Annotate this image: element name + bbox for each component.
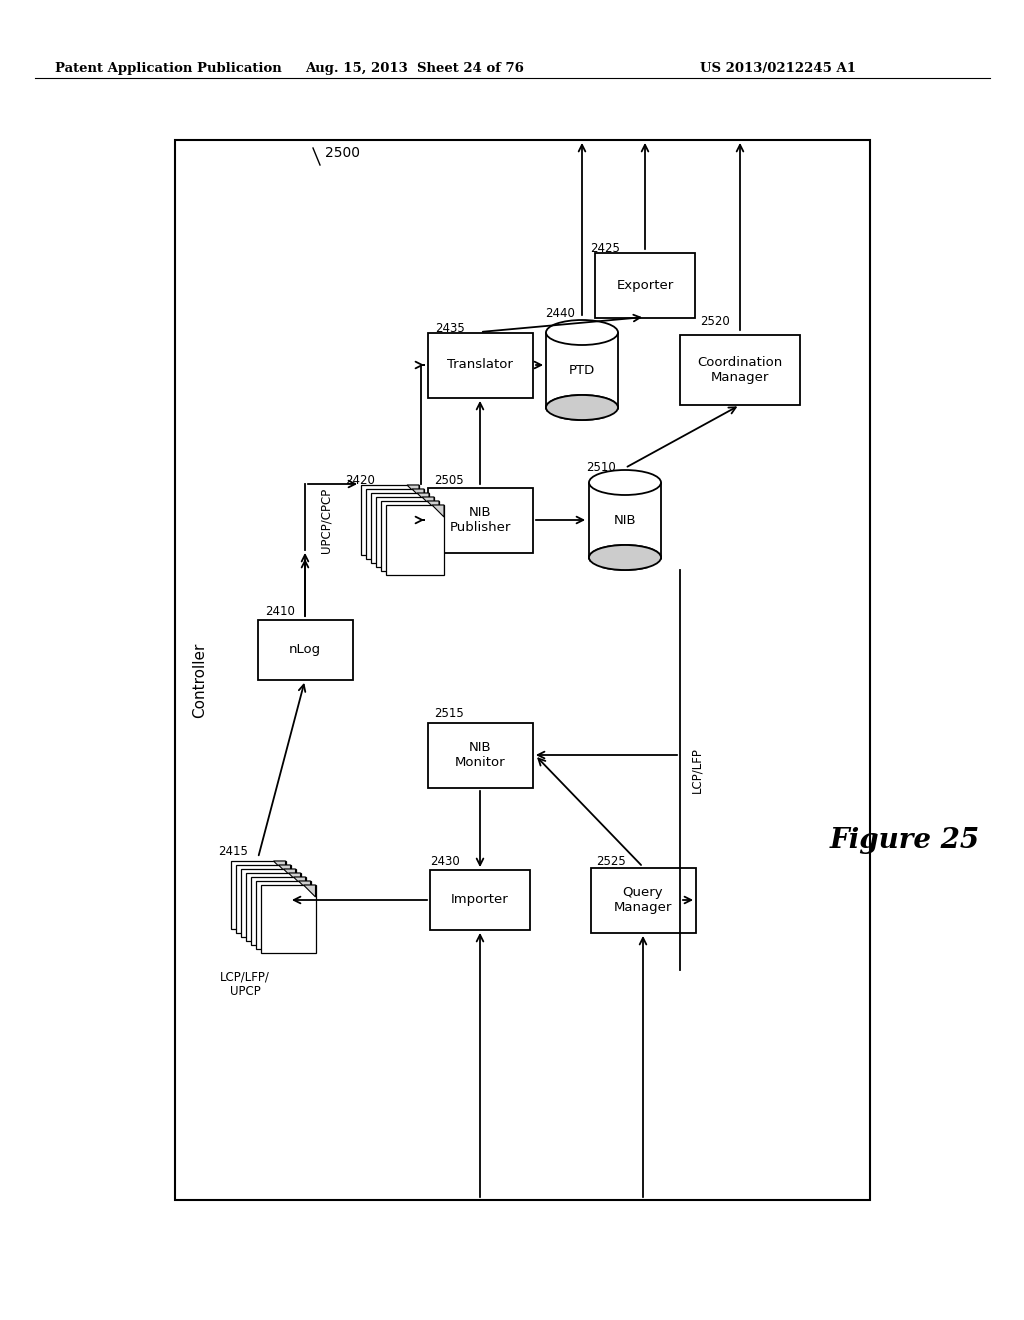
FancyBboxPatch shape: [376, 498, 434, 568]
Text: 2410: 2410: [265, 605, 295, 618]
FancyBboxPatch shape: [386, 506, 444, 576]
Text: 2430: 2430: [430, 855, 460, 869]
FancyBboxPatch shape: [236, 865, 291, 933]
FancyBboxPatch shape: [256, 880, 310, 949]
Ellipse shape: [546, 395, 618, 420]
Text: 2425: 2425: [590, 242, 620, 255]
Text: Controller: Controller: [193, 643, 208, 718]
FancyBboxPatch shape: [260, 884, 315, 953]
Text: PTD: PTD: [569, 363, 595, 376]
Text: Patent Application Publication: Patent Application Publication: [55, 62, 282, 75]
Text: LCP/LFP/
UPCP: LCP/LFP/ UPCP: [220, 970, 270, 998]
Polygon shape: [294, 876, 305, 888]
Text: Translator: Translator: [447, 359, 513, 371]
Text: Coordination
Manager: Coordination Manager: [697, 356, 782, 384]
Text: LCP/LFP: LCP/LFP: [690, 747, 703, 793]
Polygon shape: [427, 502, 439, 513]
Text: 2510: 2510: [586, 461, 615, 474]
FancyBboxPatch shape: [546, 333, 618, 408]
FancyBboxPatch shape: [430, 870, 530, 931]
Text: 2505: 2505: [434, 474, 464, 487]
Ellipse shape: [589, 545, 662, 570]
Polygon shape: [284, 869, 296, 880]
Text: NIB: NIB: [613, 513, 636, 527]
Polygon shape: [417, 492, 429, 506]
Polygon shape: [303, 884, 315, 898]
FancyBboxPatch shape: [257, 620, 352, 680]
Text: NIB
Publisher: NIB Publisher: [450, 506, 511, 535]
Text: Importer: Importer: [452, 894, 509, 907]
Text: 2420: 2420: [345, 474, 375, 487]
Text: Figure 25: Figure 25: [830, 826, 980, 854]
Polygon shape: [289, 873, 300, 884]
FancyBboxPatch shape: [366, 488, 424, 558]
FancyBboxPatch shape: [427, 487, 532, 553]
FancyBboxPatch shape: [251, 876, 305, 945]
FancyBboxPatch shape: [381, 502, 439, 572]
Text: UPCP/CPCP: UPCP/CPCP: [319, 487, 332, 553]
Text: 2500: 2500: [325, 147, 360, 160]
Text: 2435: 2435: [435, 322, 465, 335]
Polygon shape: [279, 865, 291, 876]
Text: Query
Manager: Query Manager: [613, 886, 672, 913]
Ellipse shape: [546, 319, 618, 345]
FancyBboxPatch shape: [595, 252, 695, 318]
FancyBboxPatch shape: [547, 405, 617, 417]
FancyBboxPatch shape: [175, 140, 870, 1200]
Text: 2525: 2525: [596, 855, 626, 869]
Polygon shape: [273, 861, 286, 873]
Polygon shape: [422, 498, 434, 510]
Text: NIB
Monitor: NIB Monitor: [455, 741, 505, 770]
FancyBboxPatch shape: [371, 492, 429, 564]
FancyBboxPatch shape: [591, 867, 695, 932]
FancyBboxPatch shape: [427, 722, 532, 788]
Text: 2440: 2440: [545, 308, 574, 319]
Text: nLog: nLog: [289, 644, 322, 656]
Polygon shape: [299, 880, 310, 894]
FancyBboxPatch shape: [589, 483, 662, 557]
FancyBboxPatch shape: [427, 333, 532, 397]
FancyBboxPatch shape: [246, 873, 300, 941]
FancyBboxPatch shape: [361, 484, 419, 554]
Text: Aug. 15, 2013  Sheet 24 of 76: Aug. 15, 2013 Sheet 24 of 76: [305, 62, 524, 75]
FancyBboxPatch shape: [590, 554, 660, 568]
Polygon shape: [407, 484, 419, 498]
Polygon shape: [432, 506, 444, 517]
Polygon shape: [412, 488, 424, 502]
Text: US 2013/0212245 A1: US 2013/0212245 A1: [700, 62, 856, 75]
Ellipse shape: [589, 470, 662, 495]
Text: 2515: 2515: [434, 708, 464, 719]
Text: Exporter: Exporter: [616, 279, 674, 292]
Ellipse shape: [589, 545, 662, 570]
FancyBboxPatch shape: [230, 861, 286, 929]
FancyBboxPatch shape: [241, 869, 296, 937]
Text: 2415: 2415: [218, 845, 248, 858]
Text: 2520: 2520: [700, 315, 730, 327]
FancyBboxPatch shape: [680, 335, 800, 405]
Ellipse shape: [546, 395, 618, 420]
